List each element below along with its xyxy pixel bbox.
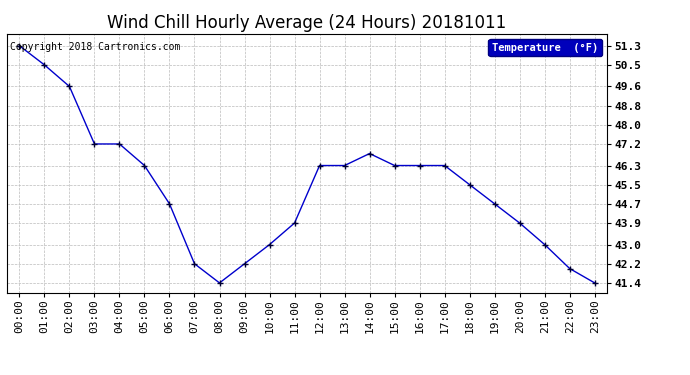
Legend: Temperature  (°F): Temperature (°F) — [489, 39, 602, 56]
Text: Copyright 2018 Cartronics.com: Copyright 2018 Cartronics.com — [10, 42, 180, 51]
Title: Wind Chill Hourly Average (24 Hours) 20181011: Wind Chill Hourly Average (24 Hours) 201… — [108, 14, 506, 32]
